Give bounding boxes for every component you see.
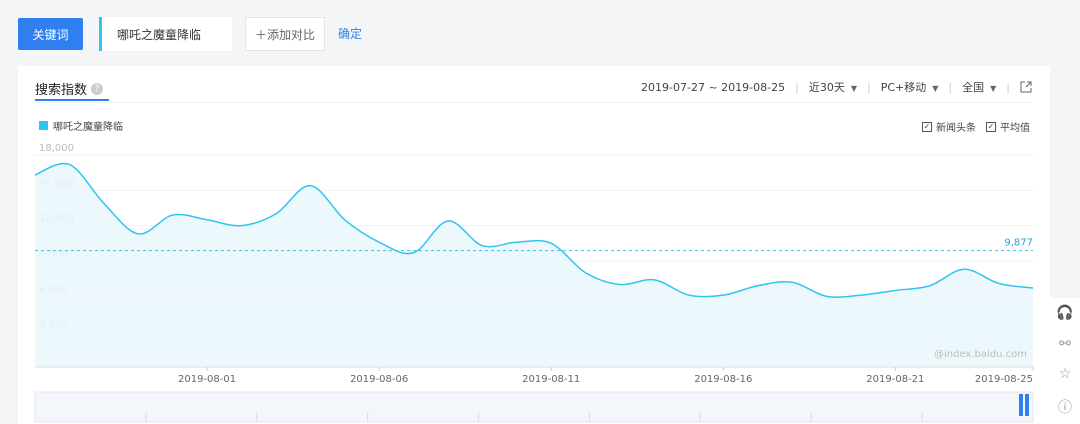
- filter-separator: |: [795, 80, 799, 94]
- device-select[interactable]: PC+移动 ▼: [881, 79, 939, 95]
- date-range[interactable]: 2019-07-27 ~ 2019-08-25: [641, 80, 786, 94]
- headset-icon[interactable]: 🎧: [1056, 305, 1074, 322]
- keyword-button[interactable]: 关键词: [18, 18, 83, 50]
- title-underline: [35, 99, 109, 101]
- y-tick-label: 18,000: [39, 143, 74, 154]
- average-checkbox[interactable]: ✓: [986, 121, 996, 132]
- filter-separator: |: [1006, 80, 1010, 94]
- news-checkbox[interactable]: ✓: [922, 121, 932, 132]
- side-toolbar: 🎧 ⚯ ☆ ⓘ: [1050, 298, 1080, 424]
- period-select[interactable]: 近30天 ▼: [809, 79, 857, 95]
- search-index-chart[interactable]: 18,00015,00012,0009,0006,0003,0009,877@i…: [18, 132, 1050, 424]
- panel-title: 搜索指数 ?: [35, 79, 104, 98]
- x-tick-label: 2019-08-01: [178, 374, 236, 385]
- legend-swatch: [39, 121, 48, 130]
- period-select-label: 近30天: [808, 81, 845, 94]
- star-icon[interactable]: ☆: [1058, 366, 1072, 383]
- confirm-link[interactable]: 确定: [338, 27, 363, 41]
- filter-separator: |: [867, 80, 871, 94]
- caret-down-icon: ▼: [990, 84, 997, 93]
- region-select-label: 全国: [962, 81, 985, 94]
- range-slider-track: [34, 391, 1034, 423]
- x-tick-label: 2019-08-06: [350, 374, 408, 385]
- search-index-panel: 搜索指数 ? 2019-07-27 ~ 2019-08-25 | 近30天 ▼ |…: [18, 66, 1050, 424]
- news-checkbox-label: 新闻头条: [936, 123, 976, 134]
- x-tick-label: 2019-08-21: [866, 374, 924, 385]
- chart-options: ✓ 新闻头条 ✓ 平均值: [922, 119, 1030, 134]
- chart-legend[interactable]: 哪吒之魔童降临: [39, 118, 123, 133]
- top-toolbar: 关键词 哪吒之魔童降临 ＋添加对比 确定: [0, 0, 1080, 66]
- average-label: 9,877: [1004, 238, 1033, 249]
- x-tick-label: 2019-08-16: [694, 374, 752, 385]
- legend-label: 哪吒之魔童降临: [53, 122, 123, 133]
- caret-down-icon: ▼: [932, 84, 939, 93]
- share-icon[interactable]: ⚯: [1059, 335, 1071, 352]
- panel-title-text: 搜索指数: [35, 83, 88, 98]
- device-select-label: PC+移动: [880, 81, 927, 94]
- caret-down-icon: ▼: [850, 84, 857, 93]
- external-link-icon[interactable]: [1020, 81, 1032, 93]
- range-slider-handle[interactable]: [1025, 394, 1029, 416]
- help-question-icon[interactable]: ?: [91, 82, 104, 95]
- series-area: [35, 163, 1033, 367]
- keyword-input[interactable]: 哪吒之魔童降临: [99, 17, 232, 51]
- x-tick-label: 2019-08-25: [975, 374, 1033, 385]
- region-select[interactable]: 全国 ▼: [962, 79, 996, 95]
- header-divider: [35, 102, 1032, 103]
- filter-bar: 2019-07-27 ~ 2019-08-25 | 近30天 ▼ | PC+移动 ▼…: [641, 79, 1032, 95]
- series-line: [34, 162, 1034, 298]
- range-slider-handle[interactable]: [1019, 394, 1023, 416]
- help-icon[interactable]: ⓘ: [1058, 399, 1072, 416]
- watermark: @index.baidu.com: [934, 349, 1027, 360]
- average-checkbox-label: 平均值: [1000, 123, 1030, 134]
- add-compare-button[interactable]: ＋添加对比: [245, 17, 325, 51]
- filter-separator: |: [948, 80, 953, 94]
- x-tick-label: 2019-08-11: [522, 374, 580, 385]
